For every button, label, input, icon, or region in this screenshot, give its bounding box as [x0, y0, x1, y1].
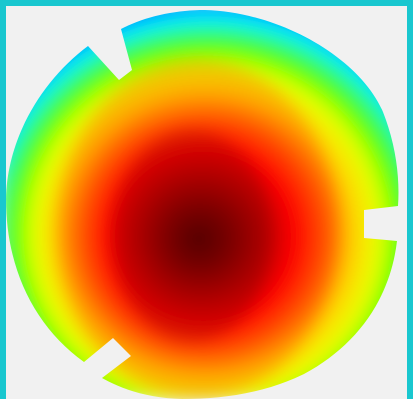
left-border [0, 0, 6, 399]
top-border [0, 0, 413, 6]
right-border [407, 0, 413, 399]
